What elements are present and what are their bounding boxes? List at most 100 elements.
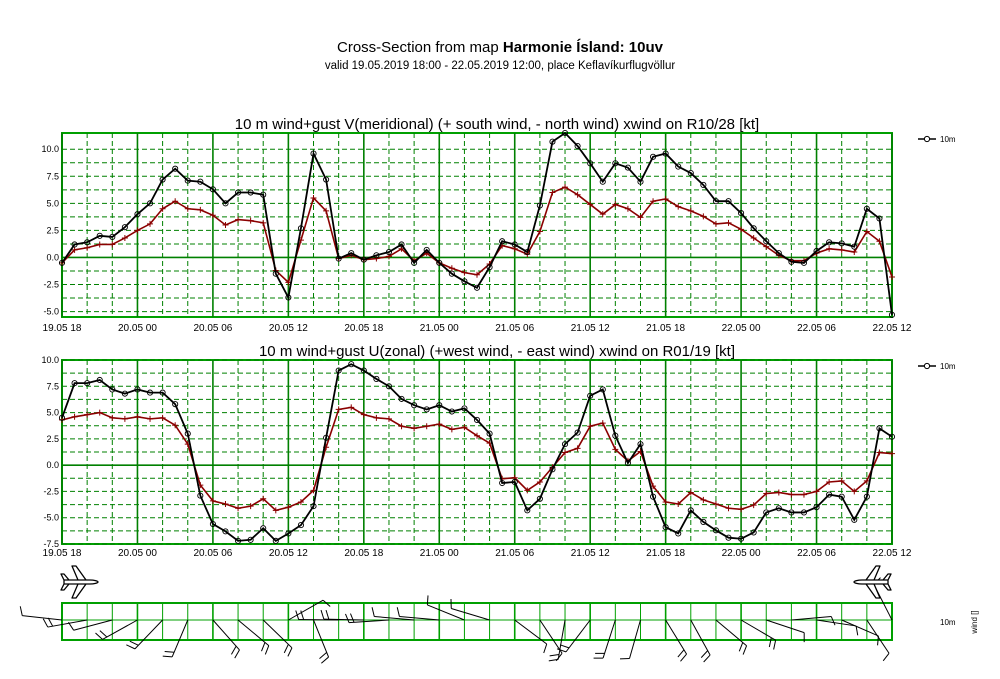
- y-tick-label: -2.5: [43, 486, 59, 496]
- gust-point-marker: [373, 375, 380, 382]
- wind-point-marker: [675, 203, 682, 210]
- wind-barb-feather: [68, 621, 75, 631]
- wind-point-marker: [147, 415, 154, 422]
- wind-barb-staff: [740, 619, 776, 641]
- wind-barb-staff: [212, 619, 240, 651]
- wind-point-marker: [423, 423, 430, 430]
- x-tick-label: 19.05 18: [43, 548, 82, 559]
- wind-barb-staff: [715, 619, 747, 647]
- gust-point-marker: [750, 225, 757, 232]
- gust-point-marker: [335, 367, 342, 374]
- wind-barb-staff: [690, 619, 711, 656]
- wind-point-marker: [134, 413, 141, 420]
- gust-line: [61, 131, 893, 315]
- wind-point-marker: [574, 191, 581, 198]
- gust-point-marker: [461, 405, 468, 412]
- y-tick-label: 7.5: [46, 381, 59, 391]
- wind-point-marker: [712, 501, 719, 508]
- gust-point-marker: [536, 495, 543, 502]
- wind-point-marker: [247, 217, 254, 224]
- wind-point-marker: [448, 426, 455, 433]
- gust-point-marker: [662, 150, 669, 157]
- wind-point-marker: [84, 244, 91, 251]
- y-tick-label: -2.5: [43, 280, 59, 290]
- wind-barb-feather: [700, 650, 709, 658]
- wind-point-marker: [876, 449, 883, 456]
- gust-point-marker: [712, 527, 719, 534]
- gust-point-marker: [876, 425, 883, 432]
- wind-point-marker: [624, 205, 631, 212]
- wind-line: [61, 186, 893, 284]
- gust-point-marker: [247, 536, 254, 543]
- wind-point-marker: [524, 487, 531, 494]
- gust-point-marker: [775, 505, 782, 512]
- gust-point-marker: [863, 493, 870, 500]
- plot-frame: [61, 132, 893, 318]
- gust-point-marker: [725, 198, 732, 205]
- wind-point-marker: [612, 201, 619, 208]
- gust-point-marker: [524, 249, 531, 256]
- wind-point-marker: [800, 491, 807, 498]
- wind-point-marker: [763, 490, 770, 497]
- gust-point-marker: [360, 256, 367, 263]
- gust-point-marker: [838, 240, 845, 247]
- gust-point-marker: [360, 367, 367, 374]
- wind-point-marker: [411, 425, 418, 432]
- gust-point-marker: [775, 250, 782, 257]
- wind-barb-staff: [47, 619, 88, 628]
- wind-point-marker: [335, 406, 342, 413]
- y-tick-label: 10.0: [41, 355, 59, 365]
- wind-barb-feather: [47, 617, 54, 627]
- gust-point-marker: [197, 492, 204, 499]
- x-tick-label: 21.05 06: [495, 323, 534, 334]
- gust-point-marker: [750, 529, 757, 536]
- wind-barb-feather: [426, 595, 429, 605]
- wind-barb-staff: [565, 619, 591, 653]
- wind-point-marker: [662, 498, 669, 505]
- wind-point-marker: [235, 505, 242, 512]
- wind-point-marker: [285, 504, 292, 511]
- x-tick-label: 21.05 18: [646, 323, 685, 334]
- gust-point-marker: [637, 441, 644, 448]
- wind-barb-feather: [680, 653, 687, 662]
- gust-point-marker: [146, 389, 154, 396]
- wind-barb-staff: [427, 604, 465, 621]
- gust-point-marker: [109, 386, 116, 393]
- gust-point-marker: [121, 224, 128, 231]
- gust-point-marker: [851, 243, 858, 250]
- x-tick-label: 20.05 12: [269, 548, 308, 559]
- wind-point-marker: [763, 243, 770, 250]
- wind-point-marker: [96, 409, 103, 416]
- gust-point-marker: [310, 150, 317, 157]
- x-tick-label: 21.05 00: [420, 323, 459, 334]
- y-tick-label: -5.0: [43, 307, 59, 317]
- gust-point-marker: [599, 178, 606, 185]
- wind-barb-staff: [262, 619, 293, 649]
- barb-level-label: 10m: [940, 618, 956, 627]
- gust-point-marker: [96, 232, 103, 239]
- x-tick-label: 20.05 18: [344, 548, 383, 559]
- gust-point-marker: [675, 163, 682, 170]
- gust-point-marker: [826, 239, 833, 246]
- wind-barb-feather: [738, 642, 744, 652]
- wind-point-marker: [209, 497, 216, 504]
- wind-barb-staff: [288, 599, 324, 621]
- wind-point-marker: [222, 501, 229, 508]
- wind-barb-feather: [319, 652, 328, 659]
- wind-point-marker: [134, 227, 141, 234]
- gust-point-marker: [876, 215, 883, 222]
- wind-barb-staff: [22, 615, 63, 621]
- wind-barb-staff: [323, 618, 364, 621]
- wind-barb-feather: [345, 613, 350, 623]
- x-tick-label: 20.05 18: [344, 323, 383, 334]
- wind-point-marker: [826, 478, 833, 485]
- gust-point-marker: [461, 278, 468, 285]
- gust-point-marker: [172, 401, 179, 408]
- y-tick-label: 5.0: [46, 198, 59, 208]
- gust-point-marker: [209, 520, 216, 528]
- gust-point-marker: [624, 164, 631, 171]
- wind-barb-staff: [557, 619, 566, 660]
- wind-point-marker: [599, 211, 606, 218]
- wind-barb-feather: [556, 648, 567, 653]
- gust-point-marker: [499, 479, 506, 487]
